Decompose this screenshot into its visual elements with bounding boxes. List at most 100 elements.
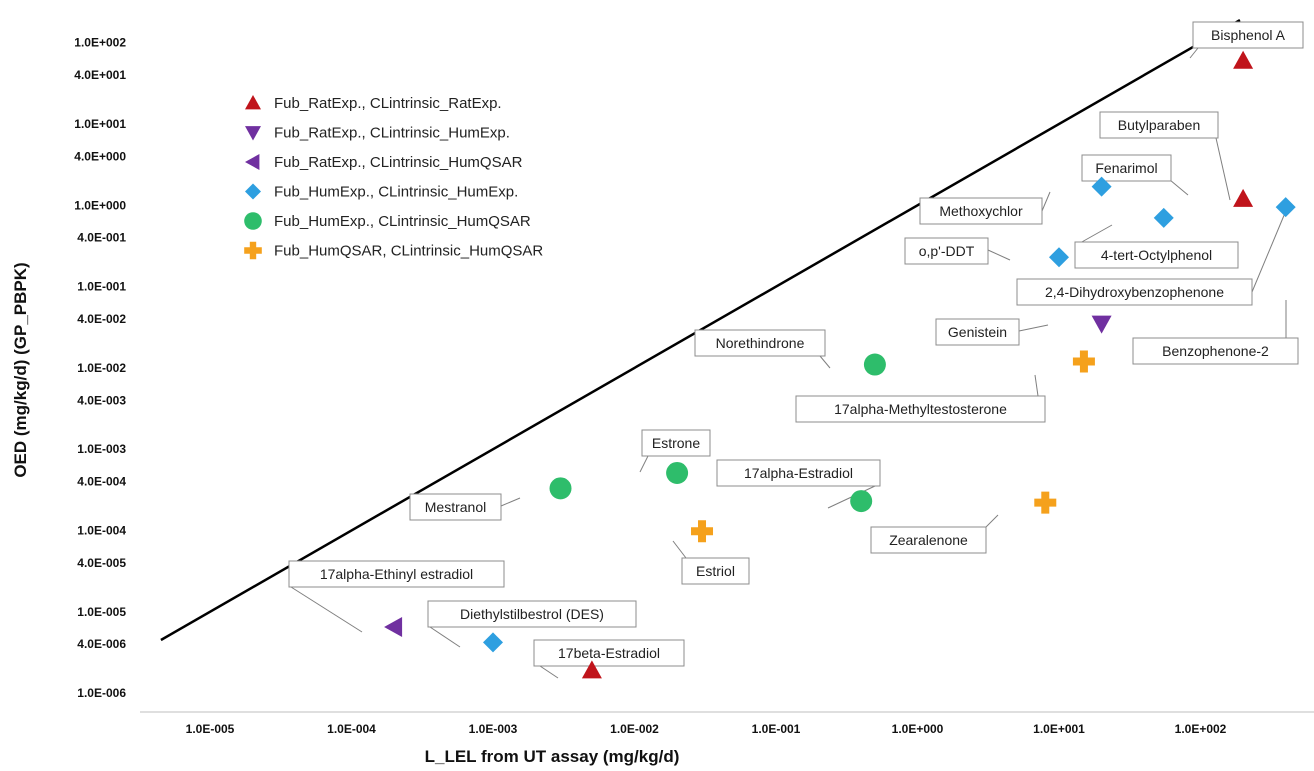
- data-point-triangle-up: [581, 660, 602, 679]
- point-label: Butylparaben: [1118, 117, 1201, 133]
- callout-box: [904, 237, 989, 265]
- callout-box: [533, 639, 685, 667]
- legend-entry-label: Fub_RatExp., CLintrinsic_HumExp.: [274, 125, 510, 142]
- callout-leader-line: [1041, 191, 1051, 212]
- y-tick-label: 4.0E-003: [77, 393, 126, 407]
- callout-box: [681, 557, 750, 585]
- callout-box: [694, 329, 826, 357]
- x-tick-label: 1.0E+001: [1033, 722, 1085, 736]
- y-tick-label: 1.0E+001: [74, 117, 126, 131]
- callout-box: [1016, 278, 1253, 306]
- point-label: Bisphenol A: [1211, 27, 1286, 43]
- legend-marker-triangle-left: [245, 154, 260, 170]
- data-point-triangle-left: [384, 617, 403, 638]
- callout-leader-line: [1034, 374, 1039, 397]
- callout-leader-line: [290, 586, 363, 633]
- data-points: [384, 50, 1296, 679]
- data-point-triangle-up: [1233, 50, 1254, 69]
- y-tick-label: 4.0E-001: [77, 231, 126, 245]
- callout-leader-line: [819, 355, 831, 369]
- data-point-triangle-down: [1091, 315, 1112, 334]
- legend-entry-label: Fub_RatExp., CLintrinsic_RatExp.: [274, 95, 502, 112]
- data-point-diamond: [1091, 176, 1112, 197]
- callout-leader-line: [672, 540, 687, 559]
- y-tick-label: 1.0E-001: [77, 280, 126, 294]
- callout-leader-line: [500, 497, 521, 507]
- callout-box: [1132, 337, 1299, 365]
- callout-box: [427, 600, 637, 628]
- callout-leader-line: [639, 455, 649, 473]
- point-label: 4-tert-Octylphenol: [1101, 247, 1212, 263]
- x-tick-label: 1.0E-005: [186, 722, 235, 736]
- data-point-diamond: [1275, 197, 1296, 218]
- y-tick-label: 1.0E-006: [77, 686, 126, 700]
- x-tick-label: 1.0E-004: [327, 722, 376, 736]
- x-tick-labels: 1.0E-005 1.0E-004 1.0E-003 1.0E-002 1.0E-001…: [186, 722, 1227, 736]
- callout-leader-line: [1215, 137, 1231, 201]
- point-label: 17beta-Estradiol: [558, 645, 660, 661]
- callout-leader-line: [1251, 212, 1286, 293]
- y-tick-label: 4.0E-006: [77, 637, 126, 651]
- callout-box: [1192, 21, 1304, 49]
- callout-box: [935, 318, 1020, 346]
- data-point-cross: [1034, 491, 1057, 514]
- legend: Fub_RatExp., CLintrinsic_RatExp. Fub_RatE…: [244, 95, 543, 260]
- point-label: 2,4-Dihydroxybenzophenone: [1045, 284, 1224, 300]
- y-tick-label: 1.0E-002: [77, 361, 126, 375]
- callout-box: [409, 493, 502, 521]
- point-label: Fenarimol: [1095, 160, 1157, 176]
- data-point-triangle-up: [1233, 188, 1254, 207]
- point-label: Estriol: [696, 563, 735, 579]
- callout-leader-line: [539, 665, 559, 679]
- legend-entry-label: Fub_RatExp., CLintrinsic_HumQSAR: [274, 154, 523, 171]
- callout-leader-line: [987, 249, 1011, 261]
- point-label: Mestranol: [425, 499, 486, 515]
- x-tick-label: 1.0E+000: [892, 722, 944, 736]
- callout-leader-line: [1079, 224, 1113, 244]
- y-tick-label: 1.0E+002: [74, 36, 126, 50]
- callout-leader-line: [1189, 47, 1199, 59]
- point-label: 17alpha-Ethinyl estradiol: [320, 566, 473, 582]
- callout-box: [919, 197, 1043, 225]
- point-label: Zearalenone: [889, 532, 968, 548]
- callout-box: [1074, 241, 1239, 269]
- point-label: Genistein: [948, 324, 1007, 340]
- y-tick-label: 1.0E-003: [77, 442, 126, 456]
- data-point-circle: [863, 353, 886, 376]
- point-label: o,p'-DDT: [919, 243, 975, 259]
- legend-marker-triangle-down: [245, 126, 261, 141]
- y-tick-labels: 1.0E+002 4.0E+001 1.0E+001 4.0E+000 1.0E+000…: [74, 36, 126, 700]
- y-tick-label: 4.0E-005: [77, 556, 126, 570]
- callout-leader-line: [429, 626, 461, 648]
- legend-entry-label: Fub_HumExp., CLintrinsic_HumQSAR: [274, 213, 531, 230]
- callout-box: [288, 560, 505, 588]
- data-point-diamond: [1153, 207, 1174, 228]
- x-axis-title: L_LEL from UT assay (mg/kg/d): [425, 747, 680, 766]
- data-point-circle: [549, 477, 572, 500]
- data-point-diamond: [1049, 247, 1069, 268]
- y-tick-label: 4.0E-004: [77, 475, 126, 489]
- point-label: 17alpha-Methyltestosterone: [834, 401, 1007, 417]
- callout-box: [1099, 111, 1219, 139]
- data-point-circle: [666, 461, 689, 484]
- point-label: Estrone: [652, 435, 700, 451]
- y-tick-label: 1.0E-004: [77, 524, 126, 538]
- y-tick-label: 4.0E+000: [74, 149, 126, 163]
- y-axis-title: OED (mg/kg/d) (GP_PBPK): [11, 262, 30, 477]
- x-tick-label: 1.0E-001: [752, 722, 801, 736]
- y-tick-label: 1.0E+000: [74, 198, 126, 212]
- callout-box: [641, 429, 711, 457]
- data-point-diamond: [483, 632, 503, 653]
- legend-marker-diamond: [245, 183, 261, 200]
- x-tick-label: 1.0E-003: [469, 722, 518, 736]
- callout-box: [716, 459, 881, 487]
- legend-entry-label: Fub_HumQSAR, CLintrinsic_HumQSAR: [274, 243, 543, 260]
- callout-box: [870, 526, 987, 554]
- callout-box: [795, 395, 1046, 423]
- point-label: 17alpha-Estradiol: [744, 465, 853, 481]
- legend-marker-cross: [244, 241, 262, 260]
- legend-entry-label: Fub_HumExp., CLintrinsic_HumExp.: [274, 184, 518, 201]
- y-tick-label: 4.0E+001: [74, 68, 126, 82]
- data-point-cross: [1072, 350, 1095, 373]
